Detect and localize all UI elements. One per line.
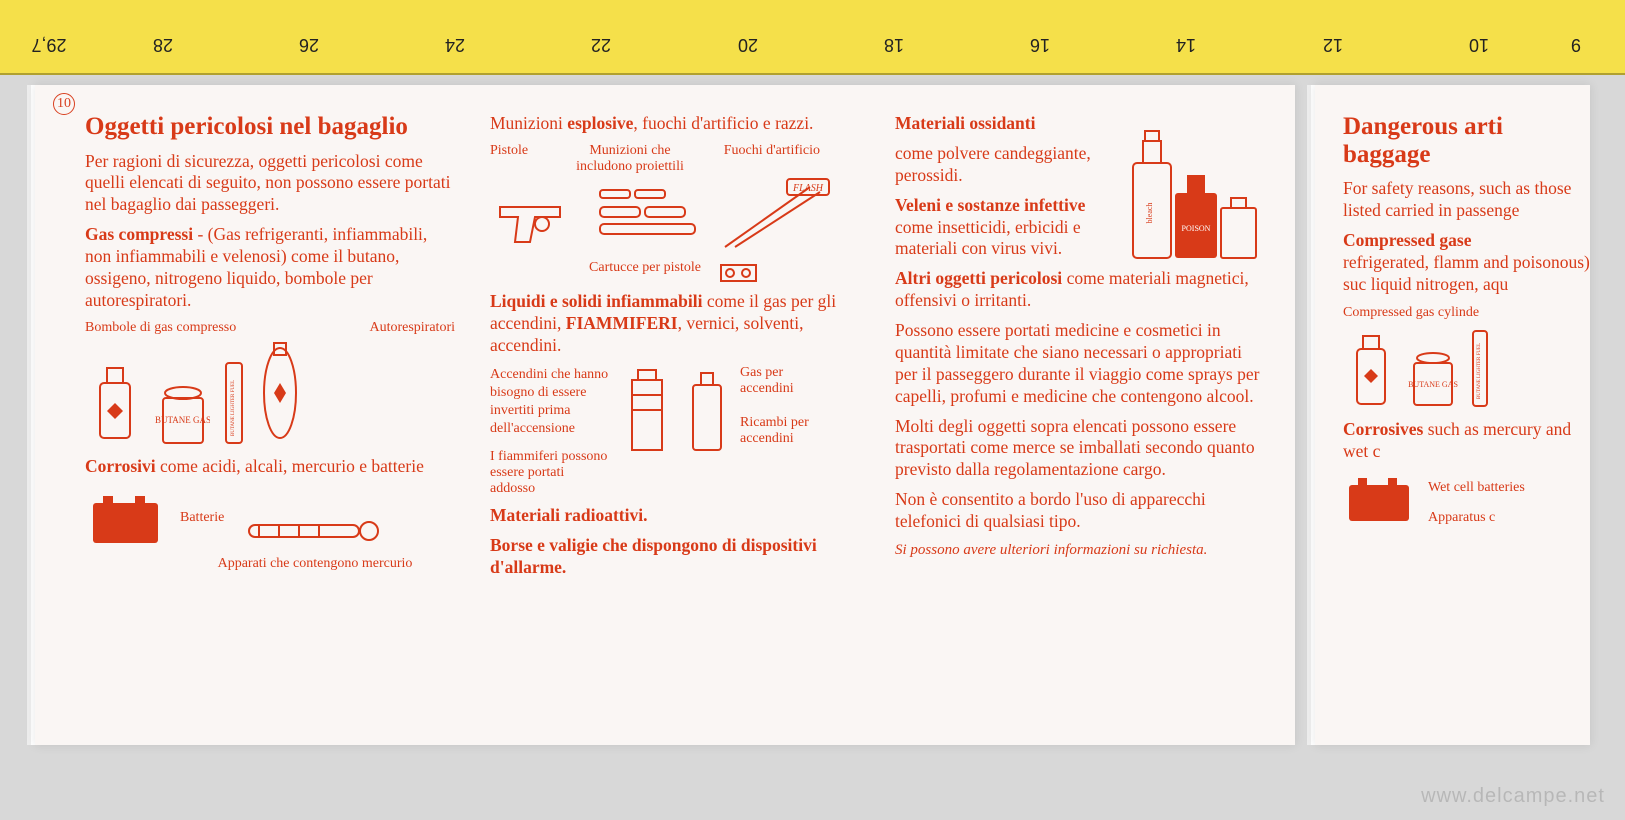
illustration-gas-canisters: BUTANE GAS BUTANE LIGHTER FUEL (85, 338, 455, 448)
svg-text:BUTANE LIGHTER FUEL: BUTANE LIGHTER FUEL (231, 380, 236, 436)
label-breathing-apparatus: Autorespiratori (369, 320, 455, 336)
oxidizers-body: come polvere candeggiante, perossidi. (895, 143, 1098, 187)
page-number: 10 (53, 93, 75, 115)
ruler-num: 26 (299, 34, 319, 55)
label-projectile-ammo: Munizioni che includono proiettili (560, 143, 700, 175)
svg-text:BUTANE GAS: BUTANE GAS (1408, 380, 1458, 389)
leaflet-page-english-partial: Dangerous arti baggage For safety reason… (1315, 85, 1590, 745)
label-lighter-gas: Gas per accendini (740, 365, 830, 397)
illustration-battery-mercury: Batterie (85, 488, 455, 548)
label-pistol-cartridges: Cartucce per pistole (589, 260, 701, 276)
ruler-num: 24 (445, 34, 465, 55)
label-pistols: Pistole (490, 143, 550, 159)
ruler-num: 9 (1571, 34, 1581, 55)
other-dangerous-paragraph: Altri oggetti pericolosi come materiali … (895, 268, 1263, 312)
phones-paragraph: Non è consentito a bordo l'uso di appare… (895, 489, 1263, 533)
label-gas-cylinder: Bombole di gas compresso (85, 320, 236, 336)
cartridge-box-icon (716, 260, 761, 285)
svg-text:BUTANE LIGHTER FUEL: BUTANE LIGHTER FUEL (1477, 343, 1482, 399)
heading-main: Oggetti pericolosi nel bagaglio (85, 113, 455, 141)
alarm-bags-heading: Borse e valigie che dispongono di dispos… (490, 535, 860, 579)
label-gas-cylinder-en: Compressed gas cylinde (1343, 305, 1479, 320)
corrosives-paragraph: Corrosivi come acidi, alcali, mercurio e… (85, 456, 455, 478)
heading-english: Dangerous arti baggage (1343, 113, 1590, 168)
ruler-num: 20 (737, 34, 757, 55)
watermark: www.delcampe.net (1421, 785, 1605, 808)
gas-paragraph: Gas compressi - (Gas refrigeranti, infia… (85, 224, 455, 312)
oxidizers-heading: Materiali ossidanti (895, 113, 1098, 135)
label-battery: Batterie (180, 510, 224, 526)
ruler-num: 14 (1176, 34, 1196, 55)
leaflet-page-italian: 10 Oggetti pericolosi nel bagaglio Per r… (35, 85, 1295, 745)
illustration-bottles: bleach POISON (1113, 113, 1263, 268)
column-3: Materiali ossidanti come polvere candegg… (895, 113, 1263, 717)
illustration-gas-en: BUTANE GAS BUTANE LIGHTER FUEL (1343, 323, 1590, 411)
label-lighter-refill: Ricambi per accendini (740, 415, 830, 447)
ruler-num: 10 (1469, 34, 1489, 55)
cargo-paragraph: Molti degli oggetti sopra elencati posso… (895, 416, 1263, 482)
radioactive-heading: Materiali radioattivi. (490, 505, 860, 527)
svg-text:POISON: POISON (1182, 224, 1211, 233)
ruler-num: 18 (884, 34, 904, 55)
label-matches-carry: I fiammiferi possono essere portati addo… (490, 449, 610, 497)
illustration-battery-en: Wet cell batteries Apparatus c (1343, 471, 1590, 526)
ruler-num: 16 (1030, 34, 1050, 55)
column-2: Munizioni esplosive, fuochi d'artificio … (490, 113, 860, 717)
intro-english: For safety reasons, such as those listed… (1343, 178, 1590, 222)
ruler-num: 29,7 (31, 34, 66, 55)
label-fireworks: Fuochi d'artificio (710, 143, 820, 159)
label-mercury-apparatus: Apparati che contengono mercurio (175, 556, 455, 572)
illustration-weapons: FLASH (490, 177, 860, 252)
ruler-strip: 29,7 28 26 24 22 20 18 16 14 12 10 9 (0, 0, 1625, 75)
ruler-num: 28 (152, 34, 172, 55)
label-apparatus-en: Apparatus c (1428, 510, 1525, 526)
svg-text:FLASH: FLASH (792, 183, 824, 194)
intro-text: Per ragioni di sicurezza, oggetti perico… (85, 151, 455, 217)
more-info-footer: Si possono avere ulteriori informazioni … (895, 541, 1263, 560)
column-1: Oggetti pericolosi nel bagaglio Per ragi… (85, 113, 455, 717)
gas-english: Compressed gase refrigerated, flamm and … (1343, 230, 1590, 296)
illustration-lighters: Accendini che hanno bisogno di essere in… (490, 365, 860, 498)
corrosives-english: Corrosives such as mercury and wet c (1343, 419, 1590, 463)
ruler-num: 12 (1322, 34, 1342, 55)
poisons-paragraph: Veleni e sostanze infettive come insetti… (895, 195, 1098, 261)
medicines-paragraph: Possono essere portati medicine e cosmet… (895, 320, 1263, 408)
svg-text:BUTANE GAS: BUTANE GAS (155, 415, 210, 425)
label-wet-cell: Wet cell batteries (1428, 480, 1525, 496)
ammo-paragraph: Munizioni esplosive, fuochi d'artificio … (490, 113, 860, 135)
flammables-paragraph: Liquidi e solidi infiammabili come il ga… (490, 291, 860, 357)
ruler-ticks: 29,7 28 26 24 22 20 18 16 14 12 10 9 (0, 0, 1625, 73)
label-invert-lighter: Accendini che hanno bisogno di essere in… (490, 367, 608, 436)
svg-text:bleach: bleach (1145, 203, 1154, 224)
ruler-num: 22 (591, 34, 611, 55)
